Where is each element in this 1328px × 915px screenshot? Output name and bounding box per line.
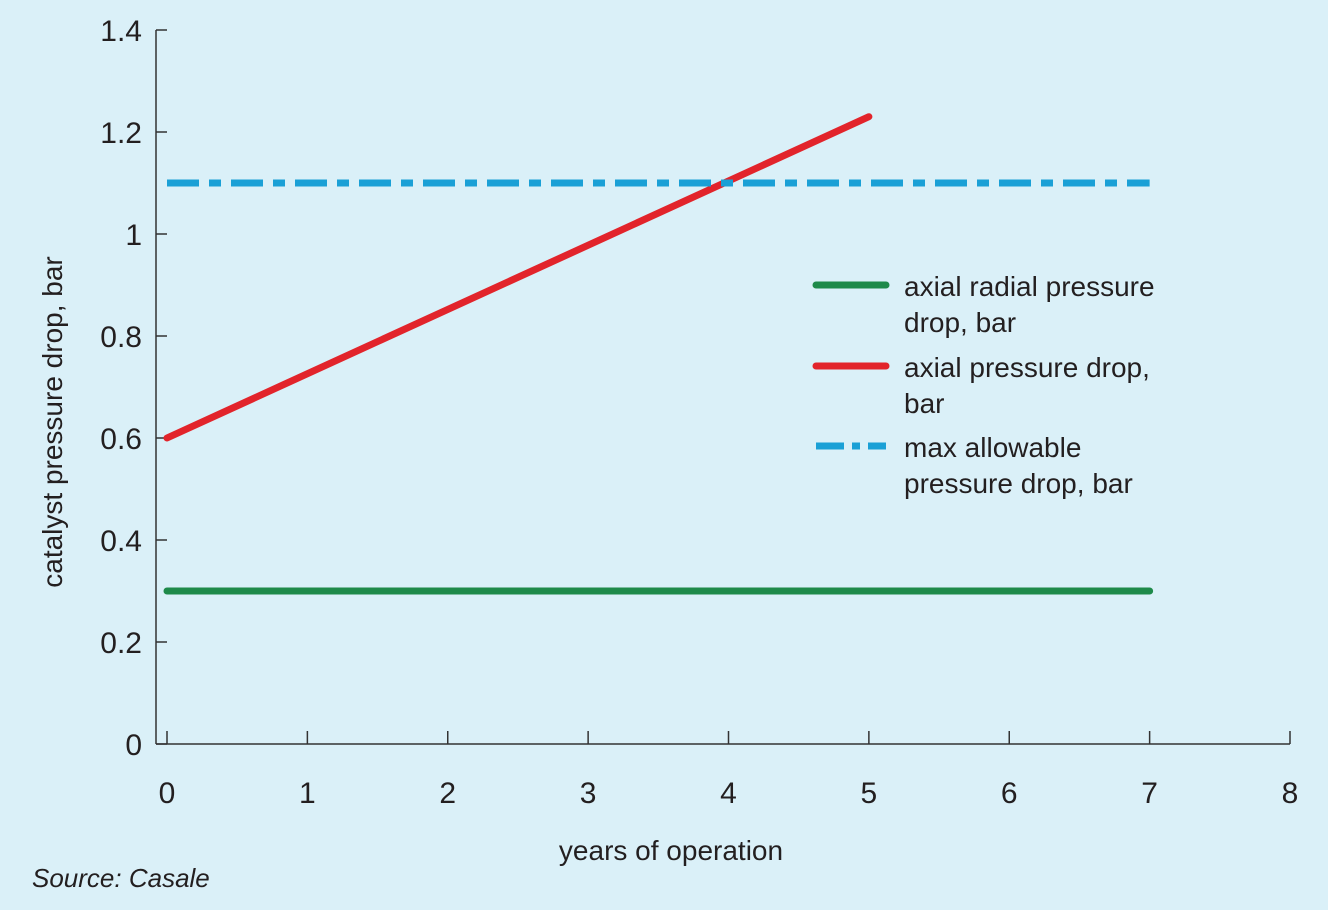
legend-label-1: axial radial pressure xyxy=(904,271,1155,302)
axes: 0 0.2 0.4 0.6 0.8 1 1.2 1.4 0 1 2 3 4 5 6 7 8 xyxy=(100,15,1298,810)
x-tick-label: 4 xyxy=(720,777,737,810)
y-tick-label: 0.4 xyxy=(100,525,142,558)
legend-label-1: drop, bar xyxy=(904,307,1016,338)
legend: axial radial pressure drop, bar axial pres… xyxy=(812,271,1155,499)
y-tick-label: 0.2 xyxy=(100,627,142,660)
y-tick-label: 1.2 xyxy=(100,117,142,150)
y-axis-title: catalyst pressure drop, bar xyxy=(37,256,68,588)
x-tick-label: 6 xyxy=(1001,777,1018,810)
x-tick-label: 5 xyxy=(861,777,878,810)
x-tick-label: 7 xyxy=(1141,777,1158,810)
x-tick-label: 2 xyxy=(439,777,456,810)
series-lines xyxy=(163,113,1154,595)
legend-label-3: max allowable xyxy=(904,432,1081,463)
x-tick-label: 0 xyxy=(159,777,176,810)
x-tick-label: 8 xyxy=(1282,777,1299,810)
legend-label-2: axial pressure drop, xyxy=(904,352,1150,383)
y-tick-label: 0 xyxy=(125,729,142,762)
y-tick-label: 1 xyxy=(125,219,142,252)
source-note: Source: Casale xyxy=(32,863,210,893)
x-tick-label: 1 xyxy=(299,777,316,810)
y-tick-label: 0.6 xyxy=(100,423,142,456)
y-tick-label: 1.4 xyxy=(100,15,142,48)
legend-label-3: pressure drop, bar xyxy=(904,468,1133,499)
x-axis-title: years of operation xyxy=(559,835,783,866)
y-tick-label: 0.8 xyxy=(100,321,142,354)
x-tick-label: 3 xyxy=(580,777,597,810)
series-line-2 xyxy=(163,113,873,442)
legend-label-2: bar xyxy=(904,388,944,419)
